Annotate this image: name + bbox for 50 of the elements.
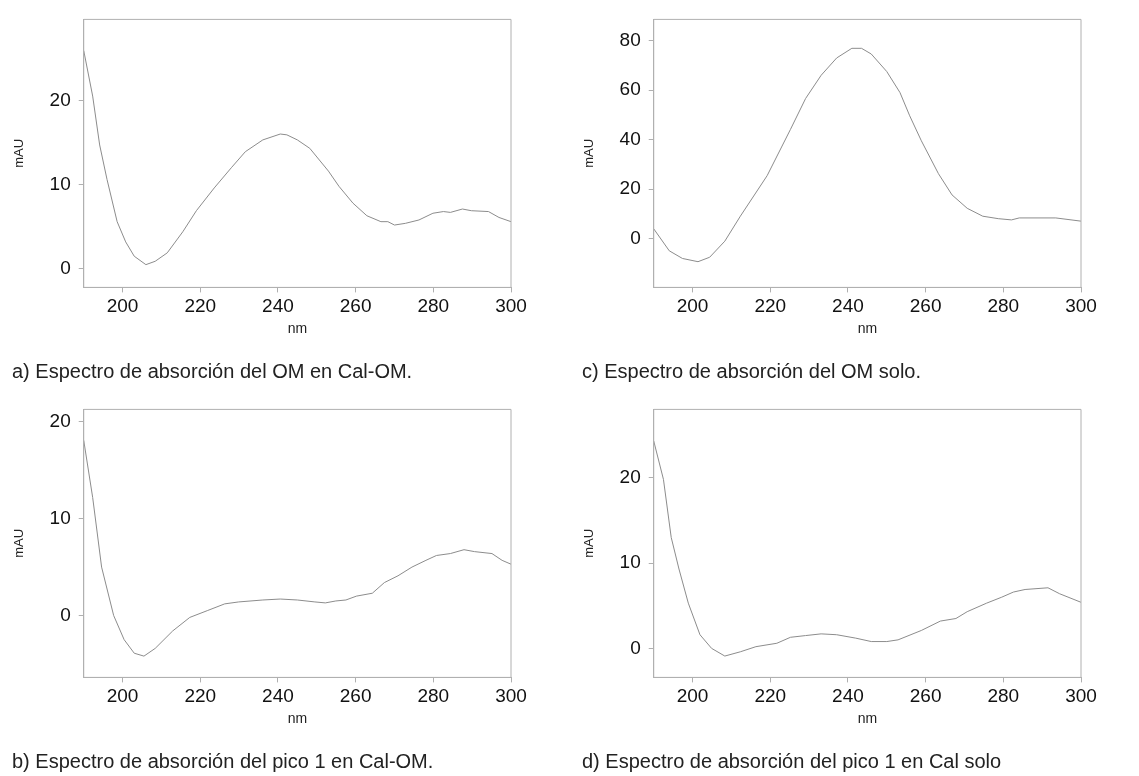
y-axis-title: mAU [581,138,597,168]
y-tick-label: 40 [619,127,641,149]
y-tick-label: 0 [60,257,71,279]
x-tick-label: 260 [909,295,942,317]
y-tick-label: 0 [630,636,641,658]
x-tick-label: 200 [106,685,139,707]
x-tick-label: 300 [495,685,527,707]
y-tick-label: 20 [619,465,641,487]
x-tick-label: 260 [339,295,372,317]
y-tick-label: 10 [49,506,71,528]
x-tick-label: 240 [262,685,294,707]
x-tick-label: 220 [184,295,217,317]
x-tick-label: 200 [676,295,709,317]
text: d) Espectro de absorción del pico 1 en Cal solo [582,749,1002,772]
y-axis-title: mAU [11,138,27,168]
x-tick-label: 260 [909,685,942,707]
y-tick-label: 10 [49,172,71,194]
x-tick-label: 220 [184,685,217,707]
y-tick-label: 0 [630,226,641,248]
y-axis-title: mAU [11,528,27,558]
x-tick-label: 300 [495,295,527,317]
x-tick-label: 240 [262,295,294,317]
text: b) Espectro de absorción del pico 1 en Cal-OM. [12,749,434,772]
x-axis-title: nm [287,710,308,727]
text: c) Espectro de absorción del OM solo. [582,359,922,382]
x-tick-label: 300 [1065,685,1097,707]
x-tick-label: 200 [106,295,139,317]
x-tick-label: 280 [987,685,1020,707]
x-tick-label: 240 [832,295,864,317]
x-tick-label: 200 [676,685,709,707]
y-tick-label: 60 [619,78,641,100]
x-tick-label: 280 [417,295,450,317]
x-tick-label: 220 [754,295,787,317]
x-tick-label: 260 [339,685,372,707]
y-tick-label: 20 [49,88,71,110]
x-tick-label: 220 [754,685,787,707]
x-axis-title: nm [287,320,308,337]
y-tick-label: 20 [619,177,641,199]
y-tick-label: 10 [619,551,641,573]
y-axis-title: mAU [581,528,597,558]
y-tick-label: 80 [619,28,641,50]
x-axis-title: nm [857,710,878,727]
x-tick-label: 300 [1065,295,1097,317]
y-tick-label: 0 [60,603,71,625]
text: a) Espectro de absorción del OM en Cal-OM. [12,359,413,382]
x-axis-title: nm [857,320,878,337]
x-tick-label: 280 [417,685,450,707]
x-tick-label: 240 [832,685,864,707]
x-tick-label: 280 [987,295,1020,317]
y-tick-label: 20 [49,410,71,432]
